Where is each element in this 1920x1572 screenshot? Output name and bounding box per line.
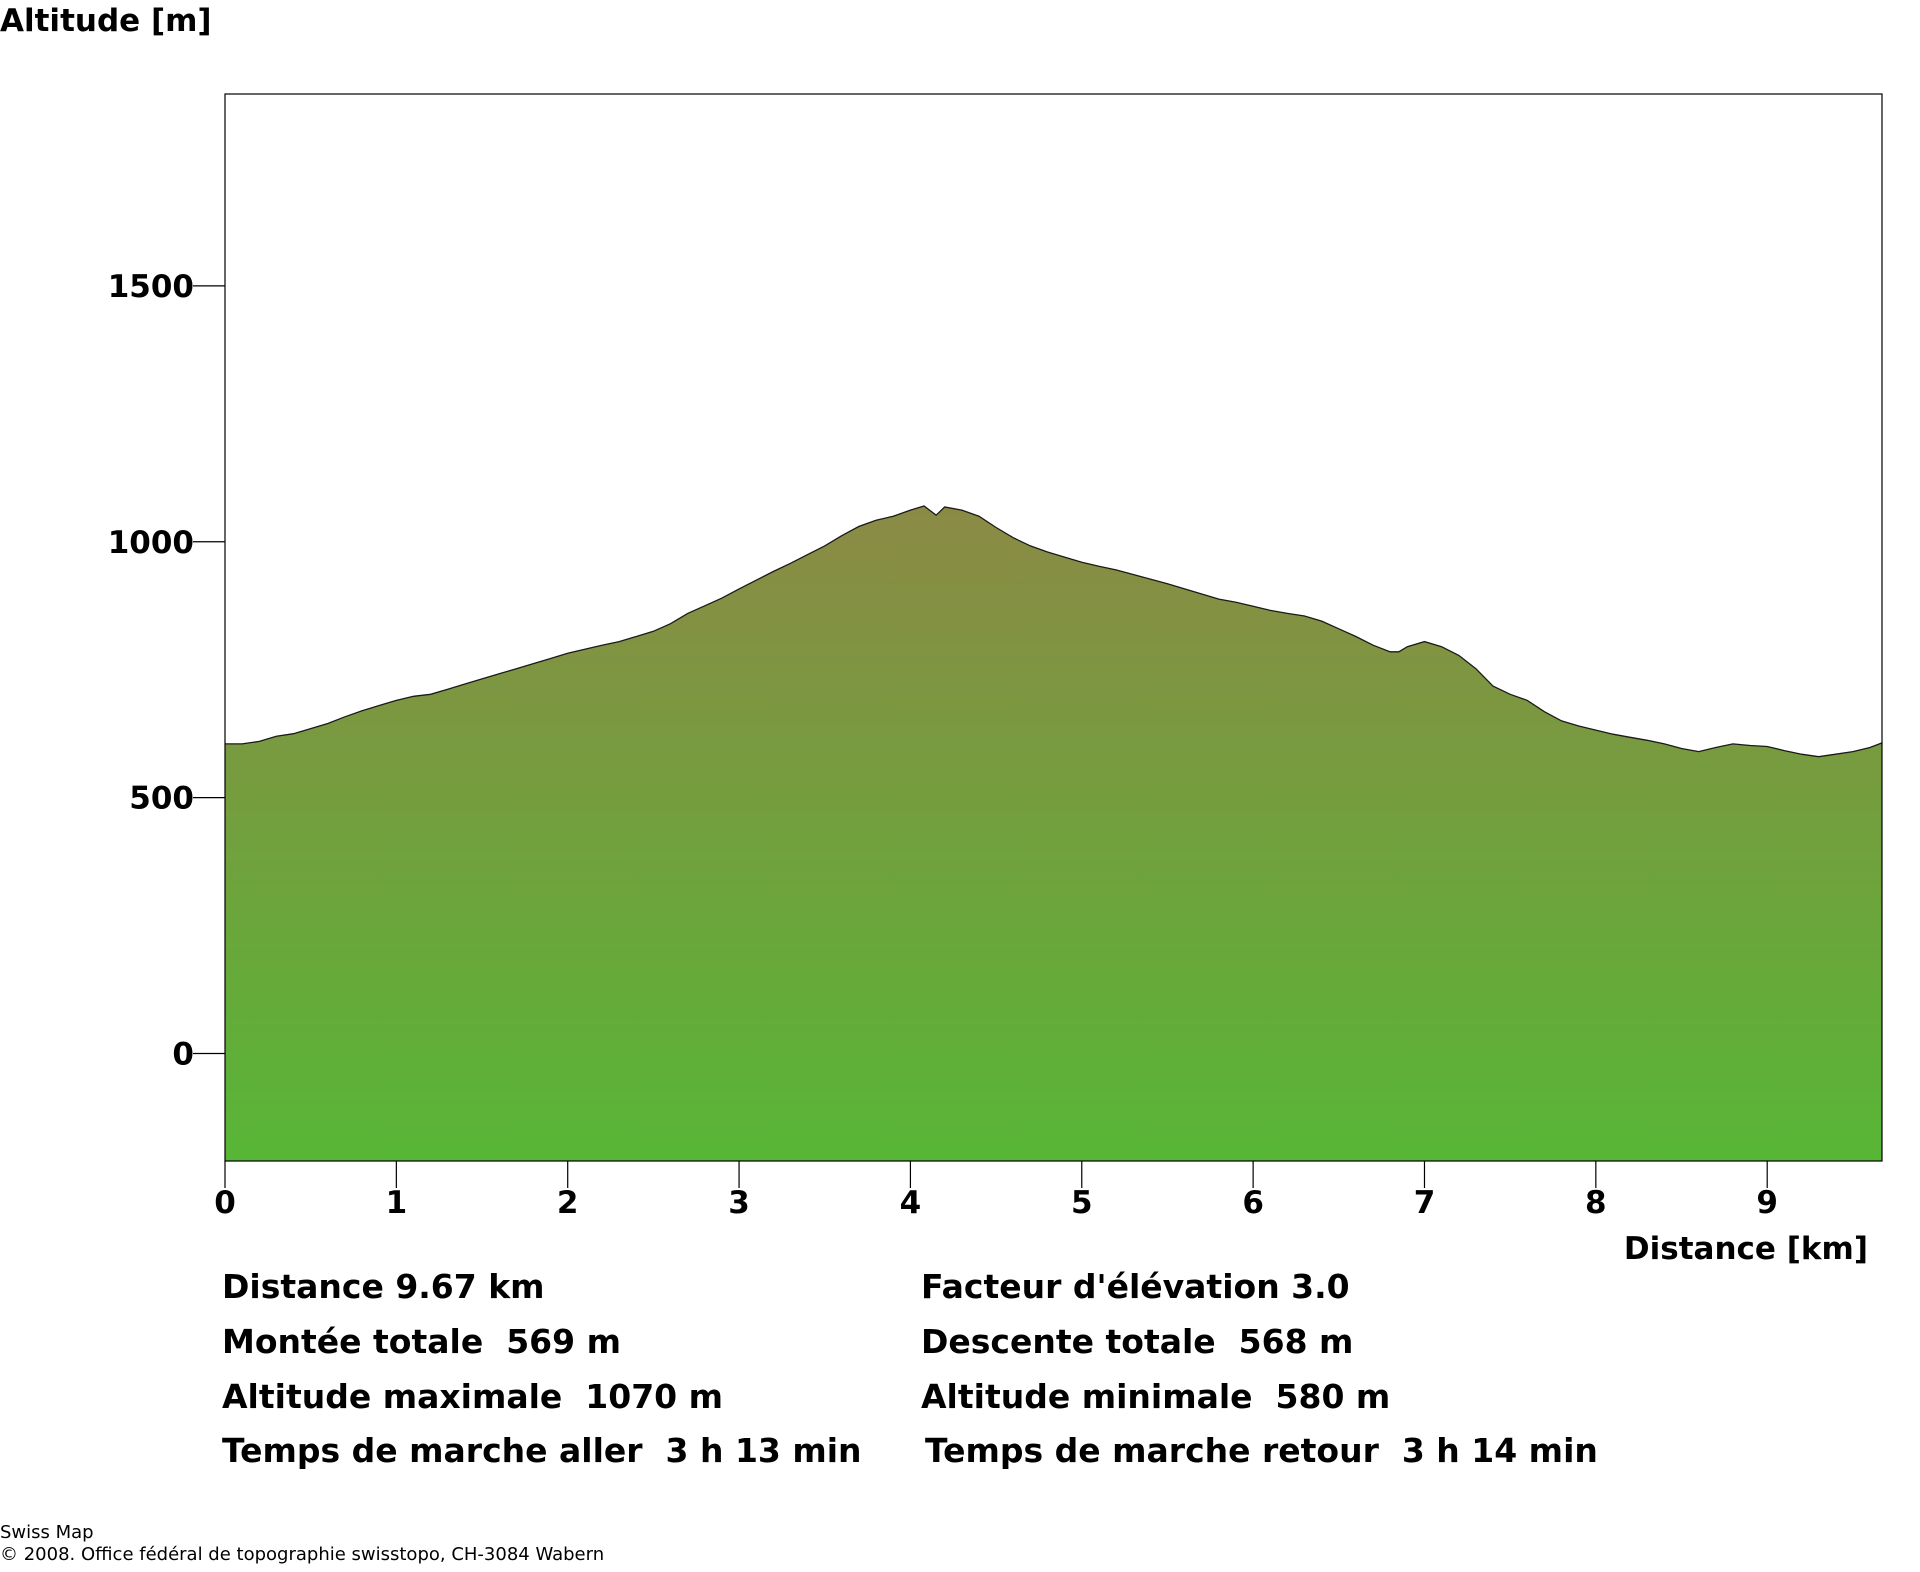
x-tick-label-9: 9	[1756, 1185, 1778, 1221]
footer-source: Swiss Map	[0, 1522, 94, 1543]
x-tick-label-4: 4	[900, 1185, 922, 1221]
stat-max-altitude: Altitude maximale 1070 m	[222, 1377, 723, 1416]
x-tick-label-3: 3	[728, 1185, 750, 1221]
y-tick-label-1000: 1000	[108, 525, 194, 561]
elevation-profile-line	[225, 505, 1883, 758]
footer-copyright: © 2008. Office fédéral de topographie sw…	[0, 1544, 605, 1565]
x-tick-label-5: 5	[1071, 1185, 1093, 1221]
x-tick-label-1: 1	[386, 1185, 408, 1221]
x-tick-label-6: 6	[1242, 1185, 1264, 1221]
x-axis-title: Distance [km]	[1624, 1231, 1868, 1267]
x-tick-label-8: 8	[1585, 1185, 1607, 1221]
stat-elevation-factor: Facteur d'élévation 3.0	[921, 1267, 1350, 1306]
x-tick-label-7: 7	[1414, 1185, 1436, 1221]
plot-frame	[224, 93, 1883, 1162]
y-tick-label-0: 0	[172, 1037, 194, 1073]
stat-total-ascent: Montée totale 569 m	[222, 1322, 621, 1361]
stat-total-descent: Descente totale 568 m	[921, 1322, 1354, 1361]
elevation-area	[225, 506, 1882, 1161]
stat-walk-time-back: Temps de marche retour 3 h 14 min	[925, 1431, 1598, 1470]
y-axis-title: Altitude [m]	[0, 3, 212, 39]
x-tick-label-0: 0	[214, 1185, 236, 1221]
y-tick-label-500: 500	[129, 781, 194, 817]
stat-min-altitude: Altitude minimale 580 m	[921, 1377, 1391, 1416]
x-tick-label-2: 2	[557, 1185, 579, 1221]
stat-walk-time-out: Temps de marche aller 3 h 13 min	[222, 1431, 862, 1470]
y-tick-label-1500: 1500	[108, 269, 194, 305]
stat-distance: Distance 9.67 km	[222, 1267, 545, 1306]
